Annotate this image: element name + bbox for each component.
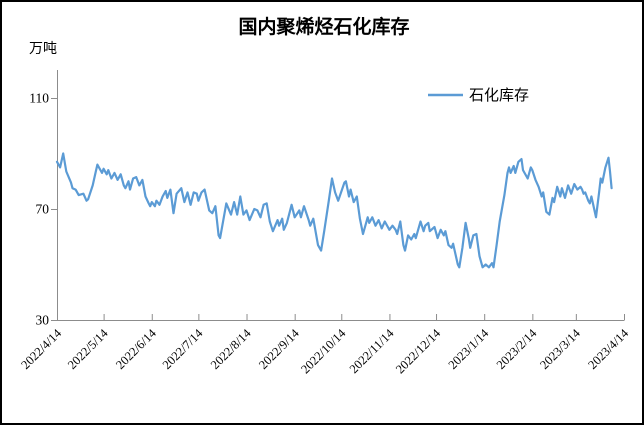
- x-tick-label: 2023/1/14: [446, 326, 492, 372]
- x-tick-label: 2022/9/14: [256, 326, 302, 372]
- x-tick-label: 2022/6/14: [113, 326, 159, 372]
- x-tick-label: 2022/5/14: [65, 326, 111, 372]
- x-tick-label: 2023/2/14: [494, 326, 540, 372]
- y-tick-label: 70: [36, 202, 50, 217]
- x-tick-label: 2022/7/14: [160, 326, 206, 372]
- x-tick-label: 2022/11/14: [347, 326, 397, 376]
- x-tick-label: 2022/4/14: [18, 326, 64, 372]
- legend: 石化库存: [428, 87, 529, 104]
- y-axis-unit-label: 万吨: [29, 41, 57, 57]
- chart-title: 国内聚烯烃石化库存: [238, 15, 409, 38]
- inventory-line: [55, 152, 613, 269]
- x-tick-label: 2023/3/14: [537, 326, 583, 372]
- x-tick-label: 2022/8/14: [208, 326, 254, 372]
- x-tick-label: 2022/10/14: [298, 326, 349, 377]
- x-tick-label: 2023/4/14: [585, 326, 631, 372]
- y-tick-label: 110: [29, 91, 49, 106]
- y-tick-label: 30: [36, 313, 50, 328]
- legend-label: 石化库存: [469, 87, 529, 104]
- x-tick-label: 2022/12/14: [393, 326, 444, 377]
- series-petchem-inventory: [55, 152, 613, 269]
